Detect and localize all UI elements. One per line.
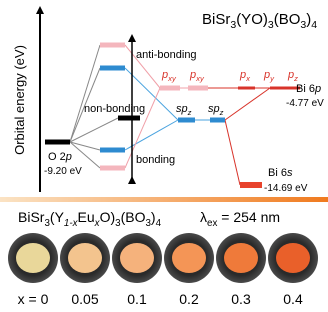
bi6p-energy: -4.77 eV: [286, 98, 324, 109]
label-part: p: [65, 151, 72, 163]
text-part: (BO: [121, 209, 146, 225]
text-part: = 254 nm: [217, 209, 280, 225]
text-part: xy: [195, 74, 205, 83]
orbital-label: pxy: [189, 69, 205, 83]
text-part: BiSr: [18, 209, 45, 225]
text-part: x: [245, 74, 251, 83]
x-label: 0.2: [179, 291, 199, 307]
x-label: x = 0: [18, 291, 49, 307]
text-part: (Y: [50, 209, 65, 225]
x-label: 0.3: [231, 291, 251, 307]
o2p-energy: -9.20 eV: [44, 166, 82, 177]
text-part: z: [293, 74, 298, 83]
orbital-label: pxy: [161, 69, 177, 83]
x-label: 0.05: [71, 291, 98, 307]
orbital-label: pz: [287, 69, 298, 83]
sample-formula: BiSr3(Y1-xEuxO)3(BO3)4: [18, 209, 162, 229]
text-part: λ: [200, 209, 207, 225]
text-part: Eu: [78, 209, 95, 225]
formula-part: (BO: [274, 11, 301, 28]
page: Orbital energy (eV) BiSr3(YO)3(BO3)4: [0, 0, 328, 312]
non-bonding-label: non-bonding: [84, 103, 145, 115]
text-part: s: [287, 167, 293, 179]
text-part: p: [314, 83, 321, 95]
gradient-bar: [0, 197, 328, 202]
x-label: 0.4: [283, 291, 303, 307]
bi6s-energy: -14.69 eV: [264, 183, 308, 194]
text-part: O): [100, 209, 116, 225]
bonding-label: bonding: [136, 154, 175, 166]
text-part: 4: [156, 218, 162, 229]
orbital-label: spz: [208, 103, 224, 117]
label-part: O 2: [48, 151, 66, 163]
bi6s-label: Bi 6s: [268, 167, 293, 179]
formula-part: (YO): [236, 11, 268, 28]
bi6p-label: Bi 6p: [296, 83, 321, 95]
text-part: z: [187, 108, 192, 117]
text-part: xy: [167, 74, 177, 83]
text-part: p: [287, 69, 294, 81]
text-part: sp: [176, 103, 188, 115]
figure: Orbital energy (eV) BiSr3(YO)3(BO3)4: [0, 0, 328, 312]
text-part: y: [269, 74, 275, 83]
y-axis-label: Orbital energy (eV): [12, 45, 27, 155]
text-part: Bi 6: [268, 167, 287, 179]
text-part: z: [219, 108, 224, 117]
text-part: p: [189, 69, 196, 81]
formula: BiSr3(YO)3(BO3)4: [202, 11, 317, 31]
formula-part: BiSr: [202, 11, 230, 28]
excitation: λex = 254 nm: [200, 209, 280, 229]
orbital-label: spz: [176, 103, 192, 117]
text-part: Bi 6: [296, 83, 315, 95]
text-part: p: [263, 69, 270, 81]
text-part: p: [239, 69, 246, 81]
anti-bonding-label: anti-bonding: [136, 49, 197, 61]
text-part: ex: [207, 218, 217, 229]
formula-part: 4: [311, 19, 317, 31]
text-part: p: [161, 69, 168, 81]
orbital-label: px: [239, 69, 251, 83]
orbital-label: py: [263, 69, 275, 83]
text-part: sp: [208, 103, 220, 115]
sample-photos: [8, 233, 318, 283]
o2p-label: O 2p: [48, 151, 72, 163]
text-part: 1-x: [64, 218, 79, 229]
x-label: 0.1: [127, 291, 147, 307]
